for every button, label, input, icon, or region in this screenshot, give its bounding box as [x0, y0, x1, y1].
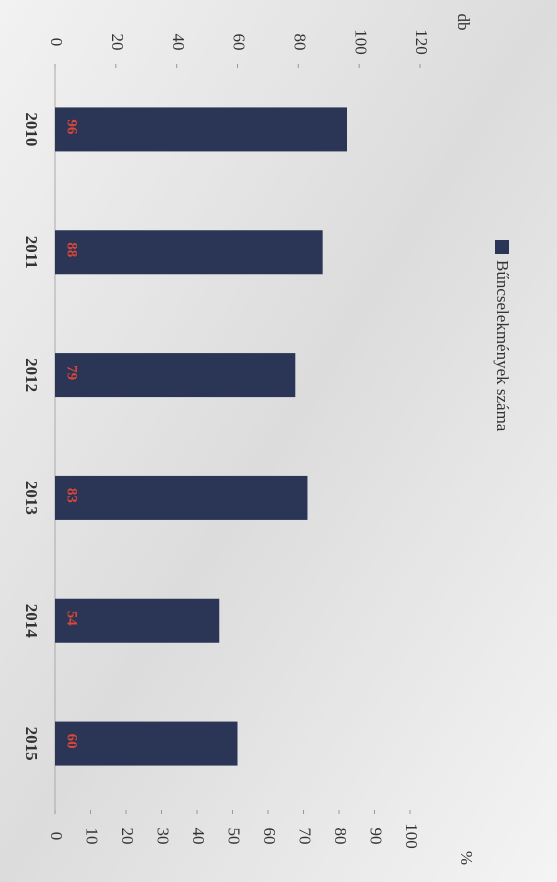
bar [55, 598, 220, 643]
value-label: 88 [64, 242, 80, 257]
x-tick-label: 2015 [22, 727, 41, 761]
y2-tick-label: 30 [154, 828, 173, 845]
y2-tick-label: 50 [225, 828, 244, 845]
y2-tick-label: 80 [331, 828, 350, 845]
y2-tick-label: 60 [260, 828, 279, 845]
y-tick-label: 20 [108, 34, 127, 51]
bar [54, 353, 296, 398]
y-tick-label: 0 [47, 38, 66, 47]
y-tick-label: 60 [230, 34, 249, 51]
legend-swatch [495, 240, 509, 254]
x-tick-label: 2013 [22, 481, 41, 515]
y2-tick-label: 70 [296, 828, 315, 845]
y-tick-label: 120 [412, 29, 431, 55]
value-label: 96 [64, 119, 80, 134]
x-tick-label: 2014 [22, 604, 41, 639]
value-label: 60 [64, 734, 80, 749]
legend-label: Bűncselekmények száma [493, 260, 512, 432]
y2-tick-label: 100 [402, 823, 421, 849]
value-label: 83 [64, 488, 80, 503]
bar [55, 475, 308, 520]
y-tick-label: 40 [169, 34, 188, 51]
x-tick-label: 2010 [22, 112, 41, 146]
rotated-chart: db % 0 20 40 60 80 100 120 0 10 20 30 40 50 60 70 80 90 1… [22, 14, 512, 866]
x-tick-label: 2011 [22, 236, 41, 269]
y-tick-label: 100 [351, 29, 370, 55]
y2-axis-label: % [457, 851, 476, 865]
y-tick-label: 80 [290, 34, 309, 51]
y2-tick-label: 90 [367, 828, 386, 845]
y2-tick-label: 0 [47, 832, 66, 841]
bar [55, 107, 347, 152]
value-label: 79 [64, 365, 80, 380]
value-label: 54 [64, 611, 80, 627]
x-tick-label: 2012 [22, 358, 41, 392]
bar [55, 230, 323, 275]
y2-tick-label: 10 [83, 828, 102, 845]
bar [55, 721, 238, 766]
y-axis-label: db [454, 14, 473, 31]
y2-tick-label: 20 [118, 828, 137, 845]
y2-tick-label: 40 [189, 828, 208, 845]
